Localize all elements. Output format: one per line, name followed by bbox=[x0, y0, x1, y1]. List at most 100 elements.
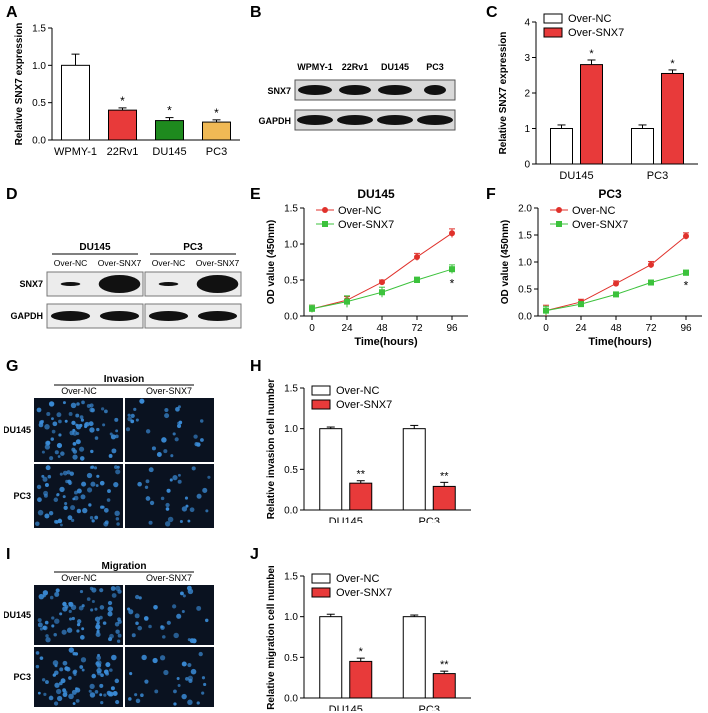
stained-cell bbox=[69, 471, 74, 476]
x-tick-label: PC3 bbox=[647, 170, 668, 182]
legend-label: Over-NC bbox=[336, 385, 379, 397]
bar bbox=[155, 120, 184, 141]
data-point bbox=[648, 261, 654, 268]
stained-cell bbox=[71, 518, 75, 523]
stained-cell bbox=[58, 433, 62, 437]
stained-cell bbox=[154, 689, 159, 694]
stained-cell bbox=[89, 427, 95, 433]
stained-cell bbox=[44, 424, 50, 430]
significance-label: * bbox=[670, 58, 675, 70]
data-point bbox=[683, 233, 689, 240]
stained-cell bbox=[112, 691, 118, 697]
stained-cell bbox=[115, 517, 120, 521]
stained-cell bbox=[187, 588, 194, 595]
stained-cell bbox=[55, 588, 60, 593]
column-label: Over-NC bbox=[61, 386, 97, 396]
stained-cell bbox=[163, 669, 169, 676]
stained-cell bbox=[61, 629, 67, 635]
panel-label-e: E bbox=[250, 186, 261, 203]
stained-cell bbox=[89, 515, 94, 520]
stained-cell bbox=[188, 678, 193, 683]
stained-cell bbox=[106, 498, 111, 502]
stained-cell bbox=[93, 466, 98, 470]
stained-cell bbox=[76, 619, 82, 624]
stained-cell bbox=[205, 618, 209, 623]
stained-cell bbox=[109, 668, 113, 672]
y-tick-label: 1.5 bbox=[284, 384, 298, 395]
stained-cell bbox=[74, 652, 79, 656]
bar bbox=[580, 64, 603, 165]
stained-cell bbox=[94, 690, 99, 694]
x-tick-label: 72 bbox=[411, 323, 423, 334]
stained-cell bbox=[99, 683, 104, 688]
stained-cell bbox=[128, 609, 134, 615]
stained-cell bbox=[75, 413, 80, 418]
stained-cell bbox=[78, 446, 85, 452]
x-tick-label: 96 bbox=[446, 323, 458, 334]
stained-cell bbox=[68, 617, 73, 621]
stained-cell bbox=[111, 448, 117, 454]
stained-cell bbox=[96, 655, 101, 661]
blot-strip bbox=[294, 79, 456, 101]
blot-band bbox=[337, 115, 373, 125]
stained-cell bbox=[43, 692, 47, 696]
stained-cell bbox=[72, 441, 77, 446]
row-label: PC3 bbox=[13, 672, 31, 682]
stained-cell bbox=[160, 625, 165, 630]
series-line bbox=[545, 235, 687, 312]
x-tick-label: 48 bbox=[376, 323, 388, 334]
stained-cell bbox=[133, 407, 137, 411]
stained-cell bbox=[103, 669, 109, 675]
stained-cell bbox=[79, 589, 84, 594]
stained-cell bbox=[140, 693, 144, 698]
data-point bbox=[613, 280, 619, 287]
stained-cell bbox=[91, 519, 95, 523]
x-axis-label: Time(hours) bbox=[354, 336, 418, 348]
row-label: DU145 bbox=[4, 610, 31, 620]
stained-cell bbox=[37, 618, 42, 623]
stained-cell bbox=[135, 698, 141, 704]
stained-cell bbox=[36, 407, 42, 413]
stained-cell bbox=[156, 452, 162, 457]
stained-cell bbox=[88, 503, 92, 507]
significance-label: * bbox=[589, 48, 594, 60]
legend-label: Over-SNX7 bbox=[336, 399, 392, 411]
stained-cell bbox=[169, 478, 173, 482]
bar bbox=[349, 660, 373, 699]
legend-label: Over-NC bbox=[572, 205, 615, 217]
stained-cell bbox=[87, 487, 93, 493]
stained-cell bbox=[114, 465, 118, 469]
lane-label: DU145 bbox=[381, 62, 409, 72]
stained-cell bbox=[41, 450, 45, 454]
x-tick-label: 48 bbox=[610, 323, 622, 334]
stained-cell bbox=[90, 465, 95, 469]
stained-cell bbox=[102, 621, 107, 625]
stained-cell bbox=[71, 689, 77, 695]
stained-cell bbox=[164, 521, 171, 527]
stained-cell bbox=[76, 488, 82, 494]
stained-cell bbox=[100, 673, 104, 678]
stained-cell bbox=[117, 633, 122, 638]
x-axis-label: Time(hours) bbox=[588, 336, 652, 348]
y-tick-label: 3 bbox=[524, 53, 530, 64]
stained-cell bbox=[151, 446, 156, 451]
stained-cell bbox=[166, 620, 171, 625]
blot-band bbox=[158, 282, 179, 286]
blot-band bbox=[98, 275, 141, 293]
stained-cell bbox=[101, 505, 105, 509]
legend-label: Over-SNX7 bbox=[336, 587, 392, 599]
stained-cell bbox=[39, 420, 44, 425]
stained-cell bbox=[117, 589, 122, 594]
stained-cell bbox=[46, 411, 51, 417]
stained-cell bbox=[135, 418, 139, 422]
stained-cell bbox=[178, 420, 183, 425]
significance-label: ** bbox=[440, 659, 449, 671]
stained-cell bbox=[39, 656, 44, 660]
stained-cell bbox=[49, 595, 54, 600]
stained-cell bbox=[172, 475, 178, 481]
stained-cell bbox=[106, 690, 112, 696]
stained-cell bbox=[200, 438, 204, 442]
significance-label: * bbox=[359, 646, 364, 658]
stained-cell bbox=[138, 596, 142, 600]
stained-cell bbox=[50, 437, 54, 441]
